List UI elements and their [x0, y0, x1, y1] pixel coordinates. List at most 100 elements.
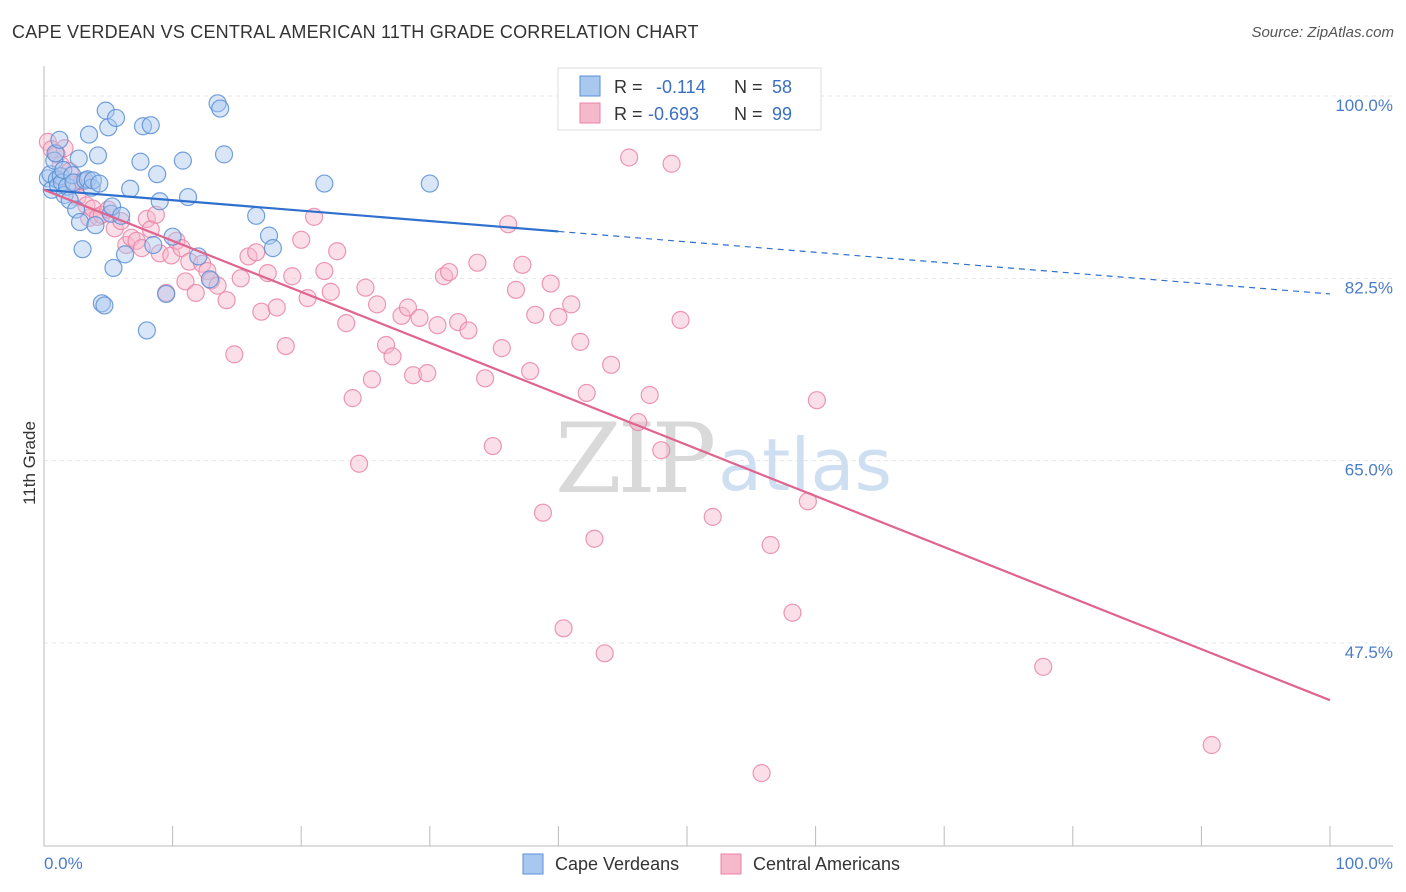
- central-americans-point-67: [439, 262, 459, 282]
- central-americans-point-102: [1202, 735, 1221, 755]
- central-americans-point-61: [398, 298, 418, 317]
- central-americans-point-57: [367, 295, 387, 314]
- y-tick-label-0: 100.0%: [1335, 96, 1393, 115]
- central-americans-point-23: [146, 205, 165, 224]
- legend-label-central-americans: Central Americans: [753, 854, 900, 874]
- central-americans-point-93: [662, 154, 681, 173]
- central-americans-point-87: [595, 644, 614, 663]
- cape-verdeans-point-34: [104, 258, 123, 278]
- central-americans-point-86: [585, 529, 604, 548]
- central-americans-point-53: [343, 389, 362, 408]
- central-americans-point-100: [807, 391, 826, 410]
- cape-verdeans-point-51: [200, 270, 219, 289]
- central-americans-point-82: [554, 619, 573, 638]
- stats-r-value-1: -0.114: [656, 77, 706, 97]
- central-americans-point-20: [132, 239, 151, 258]
- central-americans-point-51: [328, 242, 347, 261]
- cape-verdeans-point-39: [131, 152, 150, 171]
- legend-swatch-central-americans: [720, 853, 742, 875]
- cape-verdeans-point-53: [211, 99, 230, 118]
- central-americans-point-81: [549, 307, 568, 326]
- central-americans-point-76: [513, 255, 532, 274]
- cape-verdeans-point-54: [214, 145, 234, 164]
- central-americans-point-46: [292, 230, 311, 249]
- stats-swatch-pink: [579, 102, 601, 124]
- stats-swatch-blue: [579, 75, 601, 97]
- x-tick-left: 0.0%: [44, 854, 83, 873]
- y-tick-labels: 100.0% 82.5% 65.0% 47.5%: [1335, 96, 1393, 662]
- cape-verdeans-point-4: [46, 144, 65, 163]
- central-americans-point-88: [602, 355, 621, 374]
- cape-verdeans-point-55: [247, 206, 266, 225]
- cape-verdeans-point-15: [64, 173, 83, 192]
- cape-verdeans-point-44: [148, 165, 167, 184]
- cape-verdeans-point-31: [99, 118, 118, 137]
- cape-verdeans-point-7: [50, 130, 69, 149]
- stats-n-value-2: 99: [772, 104, 792, 124]
- central-americans-point-45: [283, 267, 302, 286]
- legend-label-cape-verdeans: Cape Verdeans: [555, 854, 679, 874]
- central-americans-point-73: [492, 339, 511, 358]
- central-americans-point-75: [506, 280, 526, 299]
- axes: [43, 66, 1393, 847]
- central-americans-point-21: [137, 209, 156, 229]
- trend-lines: [43, 188, 1331, 702]
- central-americans-point-79: [533, 503, 553, 522]
- central-americans-point-43: [267, 298, 286, 317]
- cape-verdeans-point-52: [208, 94, 227, 113]
- cape-verdeans-point-45: [150, 192, 169, 211]
- cape-verdeans-point-28: [92, 294, 111, 313]
- cape-verdeans-point-37: [115, 245, 135, 264]
- central-americans-point-49: [315, 261, 334, 281]
- central-americans-point-62: [403, 366, 423, 385]
- y-axis-label: 11th Grade: [20, 421, 39, 505]
- watermark-zip: ZIP: [555, 403, 714, 515]
- central-americans-point-59: [383, 347, 402, 366]
- central-americans-point-63: [410, 308, 429, 328]
- gridlines: [44, 95, 1393, 644]
- central-americans-point-54: [349, 454, 369, 473]
- cape-verdeans-point-22: [79, 125, 99, 144]
- central-americans-point-77: [521, 361, 540, 381]
- chart-source: Source: ZipAtlas.com: [1251, 24, 1394, 41]
- central-americans-point-52: [337, 314, 356, 333]
- central-americans-point-94: [671, 310, 690, 330]
- central-americans-point-101: [1034, 657, 1053, 676]
- x-tick-labels: 0.0% 100.0%: [44, 854, 1393, 873]
- central-americans-point-56: [362, 370, 382, 389]
- cape-verdeans-point-59: [420, 174, 439, 193]
- y-tick-label-2: 65.0%: [1345, 461, 1393, 480]
- central-americans-point-95: [703, 507, 722, 526]
- cape-verdeans-point-57: [263, 239, 283, 258]
- legend: Cape Verdeans Central Americans: [522, 853, 900, 875]
- central-americans-point-83: [562, 295, 581, 314]
- central-americans-point-50: [321, 282, 340, 301]
- stats-r-value-2: -0.693: [648, 104, 699, 124]
- central-americans-point-80: [541, 274, 560, 293]
- central-americans-point-44: [276, 336, 295, 356]
- stats-r-label-1: R =: [614, 77, 643, 97]
- y-tick-label-1: 82.5%: [1345, 278, 1393, 297]
- central-americans-point-92: [652, 441, 671, 460]
- chart-title: CAPE VERDEAN VS CENTRAL AMERICAN 11TH GR…: [12, 22, 699, 42]
- central-americans-trend-line: [43, 188, 1331, 702]
- cape-verdeans-point-43: [144, 235, 163, 255]
- central-americans-point-72: [483, 436, 502, 456]
- central-americans-point-58: [376, 335, 396, 355]
- central-americans-point-64: [418, 364, 437, 383]
- cape-verdeans-point-58: [315, 174, 334, 193]
- y-tick-label-3: 47.5%: [1345, 643, 1393, 662]
- cape-verdeans-trend-line: [43, 188, 559, 233]
- stats-n-value-1: 58: [772, 77, 792, 97]
- central-americans-point-91: [640, 385, 659, 405]
- central-americans-point-69: [459, 321, 478, 340]
- central-americans-point-37: [225, 345, 244, 364]
- series-central-americans-points: [38, 132, 1221, 783]
- cape-verdeans-point-19: [73, 240, 92, 259]
- cape-verdeans-point-18: [70, 212, 90, 232]
- central-americans-point-84: [571, 332, 590, 351]
- central-americans-point-36: [217, 291, 236, 310]
- cape-verdeans-point-29: [95, 296, 114, 315]
- cape-verdeans-point-27: [90, 174, 109, 193]
